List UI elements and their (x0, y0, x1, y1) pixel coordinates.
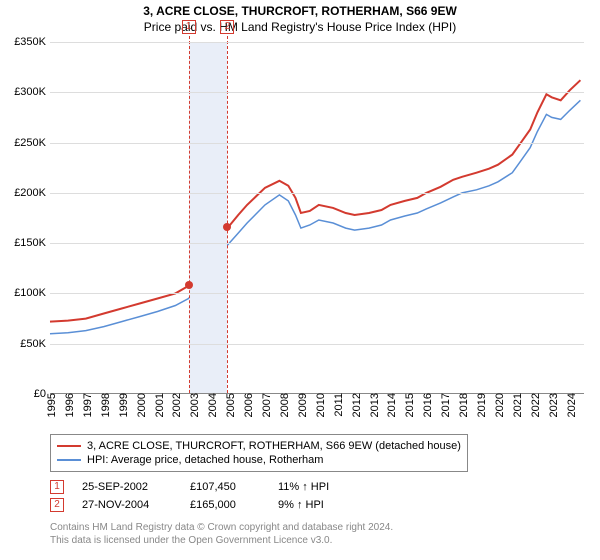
sale-row-date: 25-SEP-2002 (82, 481, 172, 493)
series-lines (50, 42, 584, 394)
legend-row: HPI: Average price, detached house, Roth… (57, 453, 461, 467)
footer-line1: Contains HM Land Registry data © Crown c… (50, 522, 393, 535)
legend-row: 3, ACRE CLOSE, THURCROFT, ROTHERHAM, S66… (57, 439, 461, 453)
chart-title-address: 3, ACRE CLOSE, THURCROFT, ROTHERHAM, S66… (0, 0, 600, 18)
y-axis-label: £200K (14, 187, 46, 199)
sale-point-dot (185, 281, 193, 289)
x-axis-label: 1997 (82, 393, 94, 417)
y-gridline (50, 293, 584, 294)
x-axis-label: 2019 (476, 393, 488, 417)
sale-points-table: 1 25-SEP-2002 £107,450 11% ↑ HPI 2 27-NOV-200… (50, 478, 348, 514)
y-axis-label: £100K (14, 287, 46, 299)
x-axis-label: 2023 (548, 393, 560, 417)
x-axis-label: 2005 (225, 393, 237, 417)
chart-container: { "canvas": { "width": 600, "height": 56… (0, 0, 600, 560)
sale-row-marker: 2 (50, 498, 64, 512)
y-gridline (50, 193, 584, 194)
y-axis-label: £350K (14, 36, 46, 48)
sale-row-price: £165,000 (190, 499, 260, 511)
legend-label: HPI: Average price, detached house, Roth… (87, 454, 323, 466)
x-axis-label: 2007 (261, 393, 273, 417)
x-axis-label: 2022 (530, 393, 542, 417)
x-axis-label: 2016 (422, 393, 434, 417)
x-axis-label: 2010 (315, 393, 327, 417)
x-axis-label: 2008 (279, 393, 291, 417)
sale-point-dot (223, 223, 231, 231)
x-axis-label: 2021 (512, 393, 524, 417)
legend-swatch (57, 459, 81, 461)
y-gridline (50, 344, 584, 345)
sale-row-diff: 9% ↑ HPI (278, 499, 348, 511)
y-axis-label: £300K (14, 86, 46, 98)
y-axis-label: £50K (20, 338, 46, 350)
x-axis-label: 2000 (136, 393, 148, 417)
y-gridline (50, 92, 584, 93)
sale-row-price: £107,450 (190, 481, 260, 493)
highlight-edge (189, 36, 190, 393)
sale-row-marker: 1 (50, 480, 64, 494)
x-axis-label: 2018 (458, 393, 470, 417)
x-axis-label: 1995 (46, 393, 58, 417)
sale-marker-box: 1 (182, 20, 196, 34)
footer-attribution: Contains HM Land Registry data © Crown c… (50, 522, 393, 547)
x-axis-label: 2002 (171, 393, 183, 417)
x-axis-label: 2024 (566, 393, 578, 417)
x-axis-label: 2011 (333, 393, 345, 417)
sale-row: 2 27-NOV-2004 £165,000 9% ↑ HPI (50, 496, 348, 514)
highlight-band (189, 42, 228, 393)
y-axis-label: £150K (14, 237, 46, 249)
y-gridline (50, 143, 584, 144)
y-gridline (50, 243, 584, 244)
x-axis-label: 2004 (207, 393, 219, 417)
sale-row-diff: 11% ↑ HPI (278, 481, 348, 493)
y-gridline (50, 42, 584, 43)
x-axis-label: 2013 (369, 393, 381, 417)
x-axis-label: 1998 (100, 393, 112, 417)
footer-line2: This data is licensed under the Open Gov… (50, 535, 393, 548)
x-axis-label: 1999 (118, 393, 130, 417)
sale-marker-box: 2 (220, 20, 234, 34)
x-axis-label: 2020 (494, 393, 506, 417)
y-axis-label: £0 (34, 388, 46, 400)
plot-area: £0£50K£100K£150K£200K£250K£300K£350K1995… (50, 42, 584, 394)
series-line (50, 80, 580, 321)
x-axis-label: 2001 (154, 393, 166, 417)
legend-swatch (57, 445, 81, 447)
x-axis-label: 2014 (386, 393, 398, 417)
legend: 3, ACRE CLOSE, THURCROFT, ROTHERHAM, S66… (50, 434, 468, 472)
legend-label: 3, ACRE CLOSE, THURCROFT, ROTHERHAM, S66… (87, 440, 461, 452)
y-axis-label: £250K (14, 137, 46, 149)
x-axis-label: 2003 (189, 393, 201, 417)
sale-row: 1 25-SEP-2002 £107,450 11% ↑ HPI (50, 478, 348, 496)
x-axis-label: 2015 (404, 393, 416, 417)
x-axis-label: 2006 (243, 393, 255, 417)
x-axis-label: 1996 (64, 393, 76, 417)
series-line (50, 100, 580, 333)
chart-subtitle: Price paid vs. HM Land Registry's House … (0, 18, 600, 38)
highlight-edge (227, 36, 228, 393)
sale-row-date: 27-NOV-2004 (82, 499, 172, 511)
x-axis-label: 2012 (351, 393, 363, 417)
x-axis-label: 2009 (297, 393, 309, 417)
x-axis-label: 2017 (440, 393, 452, 417)
